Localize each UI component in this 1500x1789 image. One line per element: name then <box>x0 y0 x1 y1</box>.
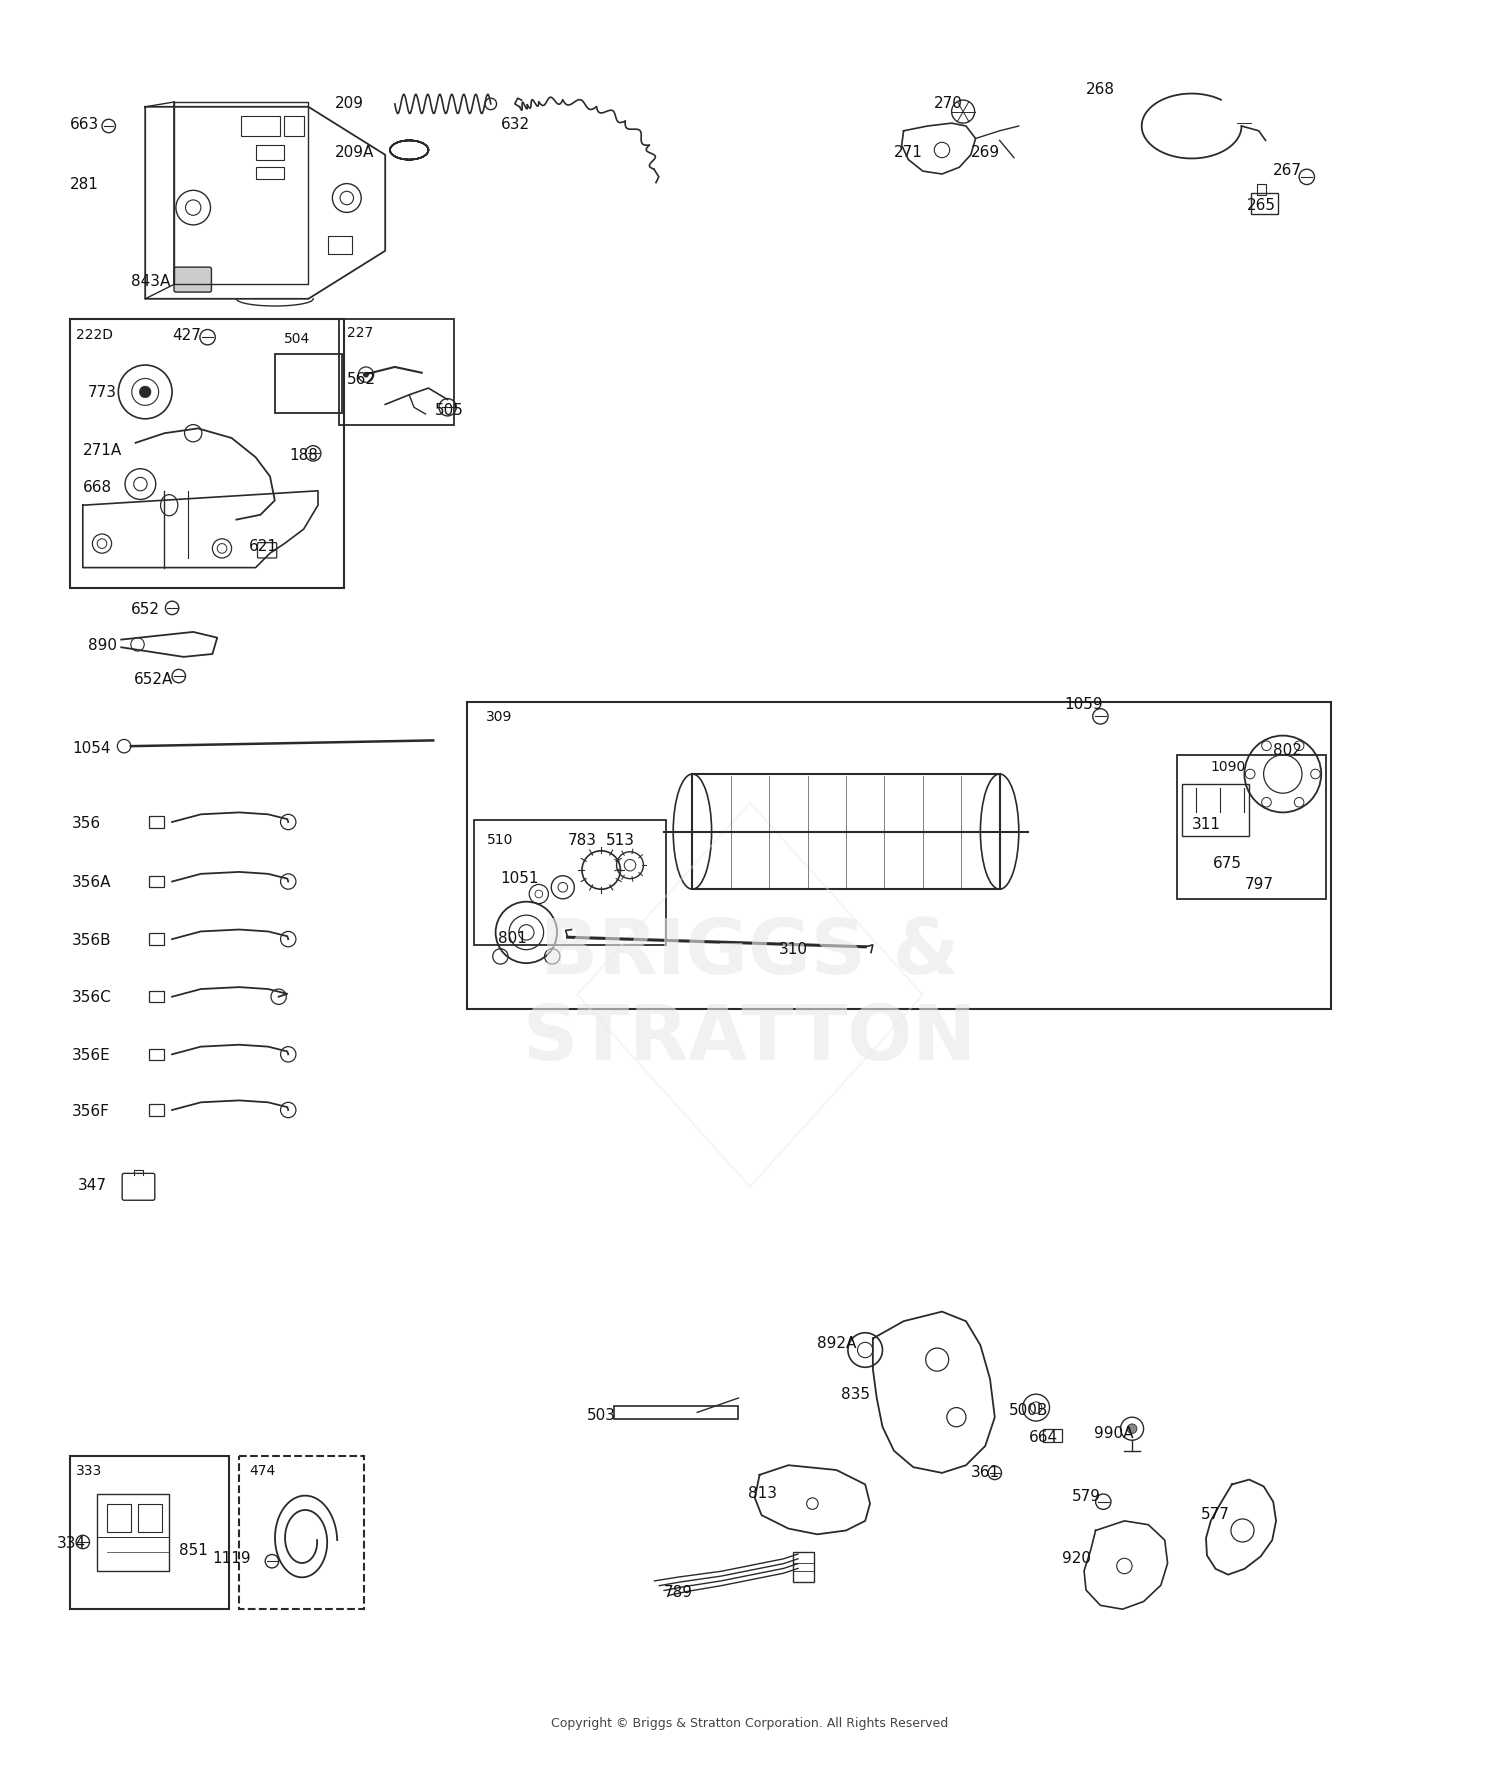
Text: 474: 474 <box>249 1463 274 1478</box>
Text: 209A: 209A <box>336 145 375 161</box>
Text: 311: 311 <box>1191 818 1221 832</box>
Circle shape <box>363 372 369 377</box>
Bar <box>242 118 279 136</box>
Bar <box>138 1505 162 1533</box>
Bar <box>285 118 303 136</box>
Text: 652A: 652A <box>134 671 172 687</box>
Text: 265: 265 <box>1248 199 1276 213</box>
Text: 361: 361 <box>970 1465 1000 1480</box>
Bar <box>148 1104 165 1116</box>
Bar <box>693 775 999 889</box>
Circle shape <box>1128 1424 1137 1433</box>
Text: 1090: 1090 <box>1210 760 1246 775</box>
Bar <box>70 1456 228 1610</box>
Bar <box>255 147 285 161</box>
Text: 813: 813 <box>748 1485 777 1499</box>
Text: 562: 562 <box>346 372 376 386</box>
Text: 188: 188 <box>290 447 318 463</box>
Text: 271: 271 <box>894 145 922 161</box>
Text: 310: 310 <box>778 941 808 957</box>
Text: 621: 621 <box>249 538 278 555</box>
Text: 892A: 892A <box>818 1335 856 1351</box>
Text: 356A: 356A <box>72 875 111 889</box>
Text: 801: 801 <box>498 930 526 945</box>
Bar <box>148 991 165 1004</box>
Text: 664: 664 <box>1029 1429 1057 1444</box>
Text: 268: 268 <box>1086 82 1114 97</box>
Bar <box>327 238 351 254</box>
Bar <box>70 320 344 589</box>
Text: 505: 505 <box>435 403 463 417</box>
Text: 1051: 1051 <box>501 871 538 886</box>
Text: 269: 269 <box>970 145 1000 161</box>
Bar <box>274 354 342 413</box>
Text: 835: 835 <box>842 1386 870 1401</box>
Text: 851: 851 <box>178 1542 207 1556</box>
Text: 267: 267 <box>1274 163 1302 177</box>
Bar <box>98 1494 170 1571</box>
Text: 356B: 356B <box>72 932 112 946</box>
Text: 663: 663 <box>70 116 99 132</box>
Text: 209: 209 <box>336 95 364 111</box>
Bar <box>255 168 285 179</box>
Text: 356: 356 <box>72 816 102 830</box>
Text: 271A: 271A <box>82 442 122 458</box>
Bar <box>1182 784 1250 837</box>
Text: 579: 579 <box>1071 1488 1101 1503</box>
Text: 920: 920 <box>1062 1549 1090 1565</box>
Text: 668: 668 <box>82 479 112 494</box>
Text: 675: 675 <box>1212 855 1242 869</box>
Bar <box>148 1048 165 1061</box>
Text: 797: 797 <box>1245 877 1274 891</box>
Text: 504: 504 <box>284 333 310 345</box>
Bar <box>148 877 165 887</box>
Bar <box>1042 1429 1062 1442</box>
Bar <box>106 1505 130 1533</box>
Text: 632: 632 <box>501 116 530 132</box>
Text: 990A: 990A <box>1094 1426 1132 1440</box>
Text: 222D: 222D <box>76 327 112 342</box>
Bar <box>148 934 165 945</box>
Text: 356F: 356F <box>72 1102 110 1118</box>
FancyBboxPatch shape <box>174 268 211 293</box>
Bar <box>1251 193 1278 215</box>
Text: 347: 347 <box>78 1177 106 1193</box>
Text: 334: 334 <box>57 1535 86 1549</box>
Text: 789: 789 <box>663 1585 693 1599</box>
Text: 503: 503 <box>586 1406 616 1422</box>
Text: 843A: 843A <box>130 274 170 288</box>
Text: 500B: 500B <box>1010 1403 1048 1417</box>
Bar <box>466 703 1330 1009</box>
Text: 270: 270 <box>934 95 963 111</box>
Bar <box>1178 755 1326 900</box>
Text: BRIGGS &
STRATTON: BRIGGS & STRATTON <box>524 916 976 1075</box>
Text: 652: 652 <box>130 603 160 617</box>
Text: 1059: 1059 <box>1064 698 1102 712</box>
Text: 333: 333 <box>76 1463 102 1478</box>
Bar <box>339 320 454 426</box>
Text: 281: 281 <box>70 177 99 191</box>
Text: 783: 783 <box>567 832 597 848</box>
Text: 510: 510 <box>488 834 513 846</box>
Bar <box>794 1551 814 1583</box>
Text: 577: 577 <box>1202 1506 1230 1521</box>
Text: 427: 427 <box>172 327 201 343</box>
Text: 773: 773 <box>87 385 117 401</box>
Bar <box>148 818 165 828</box>
Bar <box>614 1406 738 1419</box>
Text: 356E: 356E <box>72 1047 111 1063</box>
Text: Copyright © Briggs & Stratton Corporation. All Rights Reserved: Copyright © Briggs & Stratton Corporatio… <box>552 1716 948 1728</box>
Text: 1054: 1054 <box>72 741 111 755</box>
Text: 802: 802 <box>1274 742 1302 757</box>
Text: 309: 309 <box>486 710 513 725</box>
Text: 513: 513 <box>606 832 634 848</box>
Bar <box>474 821 666 945</box>
Text: 227: 227 <box>346 326 374 340</box>
Circle shape <box>140 386 152 399</box>
Text: 1119: 1119 <box>213 1549 250 1565</box>
Text: 356C: 356C <box>72 989 112 1005</box>
Bar <box>240 1456 364 1610</box>
Text: 890: 890 <box>87 637 117 653</box>
Bar <box>1257 184 1266 197</box>
